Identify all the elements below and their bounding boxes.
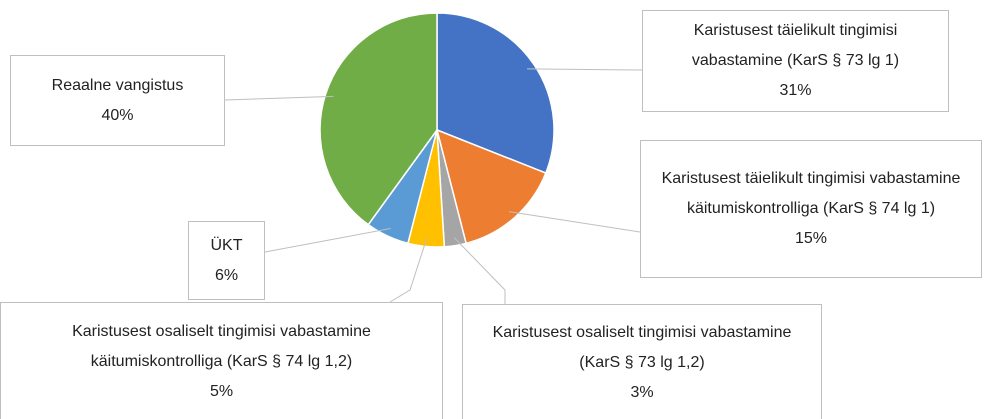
data-label: Karistusest täielikult tingimisi vabasta… xyxy=(640,140,982,278)
value-label: 3% xyxy=(630,384,654,401)
category-label: Reaalne vangistus xyxy=(51,76,184,94)
data-label: Karistusest täielikult tingimisi vabasta… xyxy=(642,10,949,112)
value-label: 5% xyxy=(209,383,234,400)
value-label: 31% xyxy=(779,82,812,99)
pie-slice xyxy=(436,12,555,175)
leader-line xyxy=(264,227,391,253)
value-label: 6% xyxy=(214,266,239,284)
pie-slice xyxy=(319,12,438,226)
data-label: Karistusest osaliselt tingimisi vabastam… xyxy=(462,304,822,419)
category-label: ÜKT xyxy=(210,236,243,254)
category-label: Karistusest osaliselt tingimisi vabastam… xyxy=(492,324,792,371)
category-label: Karistusest täielikult tingimisi vabasta… xyxy=(661,170,961,217)
data-label: Karistusest osaliselt tingimisi vabastam… xyxy=(0,302,443,419)
value-label: 15% xyxy=(794,230,828,247)
pie-slice xyxy=(435,128,547,245)
leader-line xyxy=(508,211,641,233)
leader-line xyxy=(389,238,428,303)
leader-line xyxy=(224,95,334,101)
category-label: Karistusest osaliselt tingimisi vabastam… xyxy=(72,323,371,370)
leader-line xyxy=(453,237,506,304)
value-label: 40% xyxy=(101,106,134,124)
data-label: ÜKT 6% xyxy=(188,221,265,300)
category-label: Karistusest täielikult tingimisi vabasta… xyxy=(691,22,900,69)
leader-line xyxy=(526,68,643,71)
data-label: Reaalne vangistus 40% xyxy=(10,55,225,146)
